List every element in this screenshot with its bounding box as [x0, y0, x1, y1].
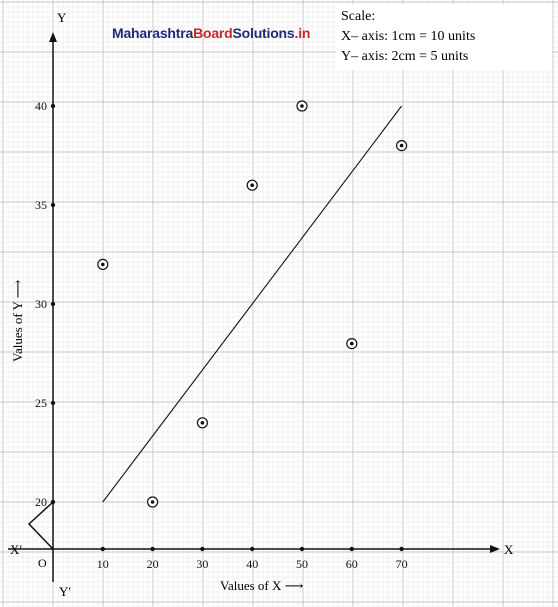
x-tick-dot [150, 546, 155, 552]
x-tick-label: 30 [196, 557, 208, 571]
data-point [147, 496, 159, 508]
data-point-dot [399, 143, 404, 148]
data-point-dot [250, 183, 254, 187]
data-point-dot [300, 104, 304, 108]
y-tick-dot [50, 400, 56, 406]
axis-ticks: 10 20 30 40 50 60 70 20 25 30 35 40 [35, 99, 408, 571]
y-tick-dot [50, 499, 56, 505]
x-tick-dot [200, 546, 205, 552]
x-axis-end-label: X [504, 542, 514, 557]
watermark-text: MaharashtraBoardSolutions.in [112, 25, 310, 41]
y-tick-dot [50, 103, 56, 109]
data-point-dot [200, 421, 205, 425]
origin-label: O [38, 556, 47, 570]
x-tick-label: 70 [396, 557, 408, 571]
y-axis-break [27, 501, 54, 550]
x-tick-dot [299, 546, 305, 552]
scale-note: Scale: X– axis: 1cm = 10 units Y– axis: … [336, 4, 552, 70]
data-point-dot [350, 341, 354, 346]
data-point-dot [150, 500, 155, 504]
x-tick-dot [100, 546, 106, 552]
y-axis-title: Values of Y ⟶ [10, 279, 25, 362]
y-axis-end-label: Y [57, 10, 67, 25]
y-axis-negative-label: Y′ [59, 584, 71, 599]
scale-y-line: Y– axis: 2cm = 5 units [341, 49, 468, 64]
x-tick-label: 60 [346, 557, 358, 571]
watermark: MaharashtraBoardSolutions.in [112, 25, 310, 41]
x-axis-negative-label: X′ [10, 542, 22, 557]
x-tick-dot [349, 546, 354, 552]
y-tick-dot [50, 301, 56, 307]
x-tick-dot [399, 546, 404, 552]
y-tick-dot [50, 202, 56, 208]
scale-heading: Scale: [341, 9, 375, 24]
y-tick-label: 35 [35, 198, 47, 212]
trend-line [102, 105, 403, 503]
data-point-dot [101, 262, 105, 267]
data-point [396, 140, 408, 152]
data-point [246, 179, 258, 191]
x-axis-arrow [490, 545, 500, 553]
x-tick-label: 20 [147, 557, 159, 571]
data-point [196, 417, 208, 429]
y-tick-label: 40 [35, 99, 47, 113]
chart-series [97, 100, 408, 508]
x-tick-label: 40 [246, 557, 258, 571]
y-tick-label: 25 [35, 396, 47, 410]
scale-note-box [336, 4, 552, 70]
y-tick-label: 20 [35, 495, 47, 509]
x-tick-label: 50 [296, 557, 308, 571]
x-axis-title: Values of X ⟶ [220, 578, 304, 593]
y-tick-label: 30 [35, 297, 47, 311]
data-point [296, 100, 308, 112]
data-point [97, 258, 109, 270]
scale-x-line: X– axis: 1cm = 10 units [341, 29, 475, 44]
data-point [346, 338, 358, 350]
y-axis-arrow [49, 32, 57, 42]
x-tick-label: 10 [97, 557, 109, 571]
x-tick-dot [250, 546, 255, 552]
